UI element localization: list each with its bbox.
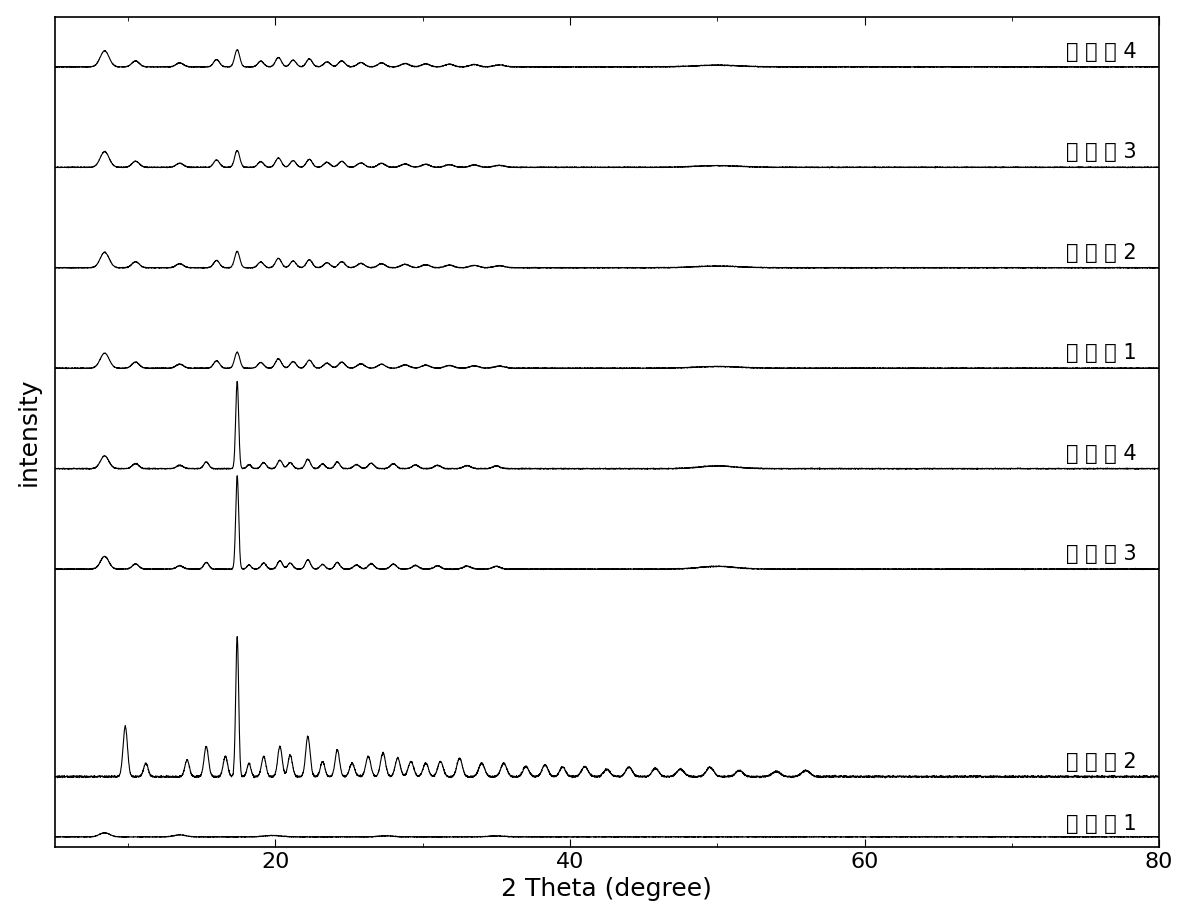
X-axis label: 2 Theta (degree): 2 Theta (degree) [501, 878, 713, 901]
Text: 实 施 例 2: 实 施 例 2 [1066, 242, 1138, 263]
Text: 比 较 例 4: 比 较 例 4 [1066, 443, 1138, 464]
Text: 比 较 例 1: 比 较 例 1 [1066, 814, 1138, 834]
Text: 实 施 例 4: 实 施 例 4 [1066, 42, 1138, 62]
Text: 实 施 例 1: 实 施 例 1 [1066, 343, 1138, 364]
Text: 比 较 例 3: 比 较 例 3 [1066, 544, 1138, 564]
Text: 比 较 例 2: 比 较 例 2 [1066, 752, 1138, 772]
Text: 实 施 例 3: 实 施 例 3 [1066, 142, 1138, 162]
Y-axis label: intensity: intensity [17, 377, 40, 486]
